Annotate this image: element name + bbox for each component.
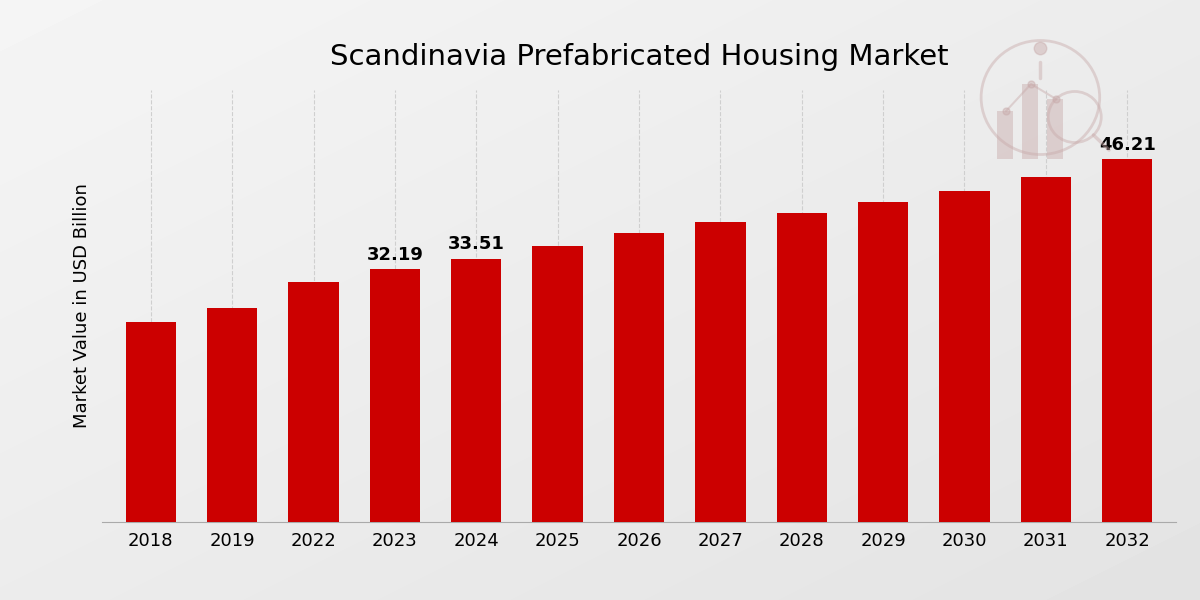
Text: 33.51: 33.51: [448, 235, 505, 253]
Bar: [997, 111, 1013, 159]
Bar: [695, 222, 745, 522]
Bar: [126, 322, 176, 522]
Title: Scandinavia Prefabricated Housing Market: Scandinavia Prefabricated Housing Market: [330, 43, 948, 71]
Bar: [206, 308, 258, 522]
Bar: [613, 233, 665, 522]
Bar: [451, 259, 502, 522]
Bar: [940, 191, 990, 522]
Bar: [533, 245, 583, 522]
Bar: [1020, 177, 1072, 522]
Bar: [776, 214, 827, 522]
Bar: [1102, 159, 1152, 522]
Bar: [1022, 84, 1038, 159]
Text: 46.21: 46.21: [1099, 136, 1156, 154]
Bar: [370, 269, 420, 522]
Text: 32.19: 32.19: [366, 245, 424, 263]
Bar: [288, 283, 338, 522]
Bar: [858, 202, 908, 522]
Y-axis label: Market Value in USD Billion: Market Value in USD Billion: [73, 184, 91, 428]
Bar: [1048, 99, 1063, 159]
